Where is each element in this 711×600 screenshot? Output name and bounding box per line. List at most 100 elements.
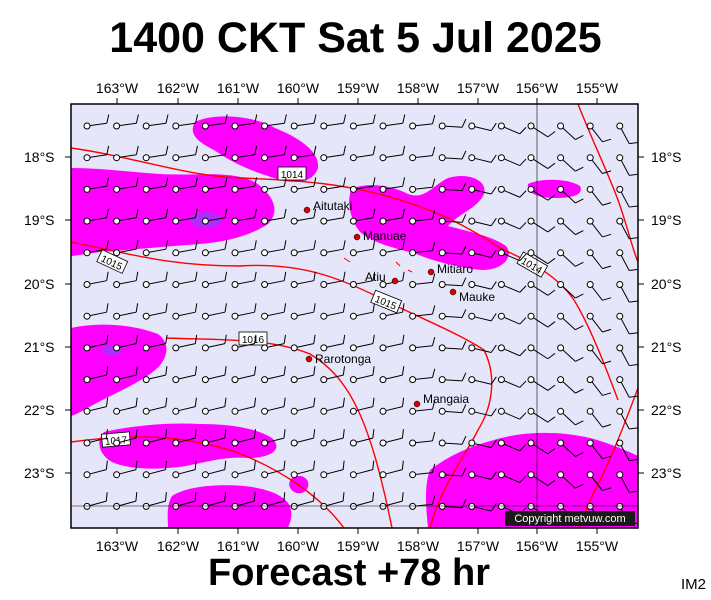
wind-barb: [616, 185, 639, 208]
wind-barb-layer: [83, 114, 639, 525]
wind-barb: [616, 217, 639, 240]
wind-barb: [201, 460, 227, 479]
lat-label: 19°S: [24, 212, 55, 228]
wind-barb: [231, 429, 256, 447]
wind-barb: [142, 366, 168, 384]
wind-barb: [497, 344, 527, 357]
wind-barb: [468, 249, 497, 258]
wind-barb: [172, 240, 198, 257]
wind-barb: [438, 435, 467, 447]
lon-label: 160°W: [277, 80, 320, 96]
wind-barb: [142, 492, 167, 510]
wind-barb: [586, 439, 612, 460]
wind-barb: [586, 312, 612, 333]
wind-barb: [231, 177, 258, 193]
wind-barb: [349, 366, 375, 384]
lon-label: 155°W: [576, 538, 619, 554]
wind-barb: [497, 312, 527, 325]
wind-barb: [290, 303, 316, 320]
wind-barb: [261, 303, 287, 320]
wind-barb: [83, 271, 109, 288]
svg-text:1014: 1014: [281, 170, 304, 181]
wind-barb: [142, 240, 168, 257]
wind-barb: [438, 245, 467, 257]
wind-barb: [409, 463, 436, 479]
wind-barb: [527, 249, 556, 265]
lon-label: 157°W: [457, 80, 500, 96]
wind-barb: [557, 312, 584, 331]
place-label: Mauke: [459, 290, 495, 304]
place-label: Manuae: [363, 229, 407, 243]
wind-barb: [113, 492, 138, 510]
wind-barb: [231, 240, 257, 257]
lon-label: 157°W: [457, 538, 500, 554]
wind-barb: [586, 154, 612, 174]
wind-barb: [172, 429, 197, 447]
wind-barb: [142, 114, 169, 130]
wind-barb: [527, 154, 556, 169]
wind-barb: [409, 178, 436, 193]
wind-barb: [616, 344, 639, 367]
wind-barb: [290, 177, 317, 193]
wind-barb: [172, 460, 197, 479]
wind-barb: [586, 471, 612, 491]
wind-barb: [172, 397, 197, 415]
wind-barb: [557, 471, 584, 489]
lon-labels-top: 163°W 162°W 161°W 160°W 159°W 158°W 157°…: [96, 80, 619, 96]
wind-barb: [438, 499, 467, 510]
island-marker: [391, 277, 399, 285]
wind-barb: [261, 271, 287, 288]
place-label: Aitutaki: [313, 199, 352, 213]
wind-barb: [172, 271, 198, 288]
island-marker: [427, 268, 435, 276]
wind-barb: [616, 122, 639, 145]
wind-barb: [349, 177, 376, 193]
wind-barb: [379, 366, 405, 384]
lat-label: 21°S: [24, 339, 55, 355]
wind-barb: [83, 492, 108, 510]
axis-layer: [65, 98, 644, 534]
wind-barb: [616, 154, 639, 176]
lat-label: 18°S: [651, 149, 682, 165]
wind-barb: [557, 376, 584, 394]
lat-label: 20°S: [24, 276, 55, 292]
wind-barb: [409, 400, 436, 415]
isobar-label: 1014: [277, 166, 307, 181]
precip-region: [426, 432, 638, 528]
wind-barb: [290, 334, 316, 352]
wind-barb: [172, 334, 198, 352]
map-code-label: IM2: [681, 576, 707, 593]
wind-barb: [557, 249, 584, 267]
wind-barb: [142, 208, 169, 225]
precip-region: [349, 175, 509, 270]
coastline: [343, 257, 413, 273]
wind-barb: [113, 145, 139, 162]
lon-labels-bottom: 163°W 162°W 161°W 160°W 159°W 158°W 157°…: [96, 538, 619, 554]
wind-barb: [527, 312, 556, 328]
wind-barb: [379, 208, 405, 225]
lon-label: 161°W: [217, 538, 260, 554]
wind-barb: [497, 249, 527, 262]
isobar-label: 1016: [238, 331, 268, 346]
wind-barb: [261, 429, 286, 447]
wind-barb: [557, 154, 584, 172]
wind-barb: [201, 303, 227, 320]
precip-region: [527, 179, 581, 198]
wind-barb: [172, 145, 198, 162]
island-marker: [449, 288, 457, 296]
wind-barb: [557, 281, 584, 299]
wind-barb: [201, 366, 227, 384]
wind-barb: [231, 271, 257, 288]
lat-label: 21°S: [651, 339, 682, 355]
wind-barb: [527, 344, 556, 360]
wind-barb: [527, 471, 556, 486]
wind-barb: [142, 429, 168, 447]
wind-barb: [349, 334, 375, 352]
wind-barb: [527, 376, 556, 391]
wind-barb: [438, 277, 467, 288]
wind-barb: [468, 154, 497, 163]
lon-label: 162°W: [157, 80, 200, 96]
wind-barb: [497, 154, 527, 167]
wind-barb: [557, 185, 584, 204]
